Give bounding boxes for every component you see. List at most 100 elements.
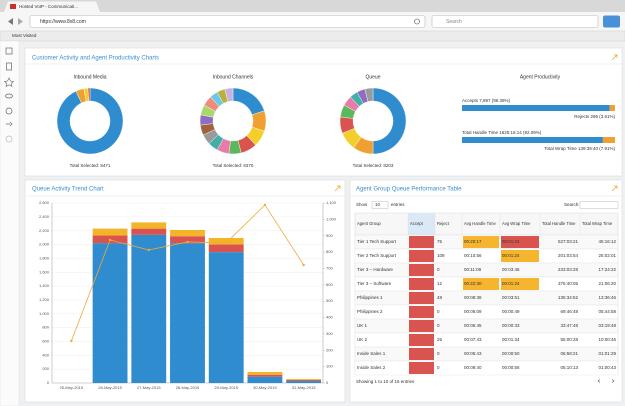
table-cell: Philippines 2	[357, 309, 383, 314]
expand-icon[interactable]	[334, 185, 341, 192]
trend-point	[147, 248, 150, 252]
length-value: 10	[375, 202, 381, 207]
accept-cell	[409, 348, 434, 360]
table-cell: 0	[437, 309, 440, 314]
table-cell: 0	[437, 351, 440, 356]
pager[interactable]	[597, 379, 615, 383]
table-cell: 00:08:38	[464, 295, 482, 300]
y-tick-label: 1,200	[39, 297, 50, 302]
back-button[interactable]	[8, 18, 13, 25]
productivity-title: Agent Productivity	[520, 74, 561, 80]
bar-label: Rejects 296 (3.61%)	[574, 114, 615, 119]
table-cell: 135:34:52	[558, 295, 579, 300]
reload-icon[interactable]	[414, 18, 420, 25]
trend-point	[263, 203, 267, 207]
table-cell: 00:06:09	[464, 309, 482, 314]
bookmark[interactable]: Most Visited	[12, 33, 37, 38]
table-cell: 05:44:58	[598, 309, 616, 314]
bar	[92, 243, 128, 383]
sidebar-icon[interactable]	[6, 62, 12, 71]
table-cell: 13:36:46	[598, 295, 616, 300]
forward-button[interactable]	[18, 18, 23, 25]
tab[interactable]	[4, 1, 100, 13]
table-row[interactable]	[354, 262, 619, 278]
table-row[interactable]	[354, 290, 619, 306]
donut-total: Total Selected: 8370	[213, 163, 254, 168]
table-cell: 06:58:21	[560, 351, 578, 356]
bar	[131, 234, 167, 383]
table-cell: 00:11:09	[464, 267, 482, 272]
tab-icon	[10, 4, 16, 9]
search-box[interactable]	[431, 15, 599, 28]
search-label: Search:	[564, 202, 580, 207]
table-row[interactable]	[354, 346, 619, 362]
table-cell: 21:06:20	[598, 281, 616, 286]
donut-title: Queue	[365, 74, 380, 80]
table-row[interactable]	[354, 332, 619, 348]
x-tick-label: 27-May-2015	[137, 385, 161, 390]
url-box[interactable]	[29, 15, 426, 28]
sidebar-icon[interactable]	[5, 135, 13, 143]
sidebar-icon[interactable]	[6, 121, 13, 127]
y2-tick-label: 900	[326, 233, 333, 238]
y2-tick-label: 400	[326, 315, 333, 320]
table-row[interactable]	[354, 304, 619, 320]
table-row[interactable]	[354, 318, 619, 334]
accept-cell	[409, 264, 434, 276]
table-cell: Tier 1 Tech Support	[357, 239, 397, 244]
sidebar-icon[interactable]	[5, 93, 13, 99]
bar	[92, 228, 128, 236]
expand-icon[interactable]	[611, 54, 618, 61]
table-search[interactable]	[579, 201, 619, 209]
highlight-cell	[463, 278, 499, 290]
donut-total: Total Selected: 8471	[70, 163, 111, 168]
table-row[interactable]	[354, 360, 619, 376]
table-cell: Tier 3 – Hardware	[357, 267, 393, 272]
accept-cell	[409, 334, 434, 346]
table-cell: 0	[437, 267, 440, 272]
table-cell: 109	[437, 253, 445, 258]
sidebar-icon[interactable]	[3, 77, 15, 87]
sidebar-icon[interactable]	[5, 47, 13, 55]
bar	[170, 230, 205, 237]
trend-point	[225, 241, 228, 245]
bookmark-bar	[0, 30, 625, 42]
expand-icon[interactable]	[611, 185, 618, 192]
table-cell: Philippines 1	[357, 295, 383, 300]
column-header[interactable]: Reject	[437, 221, 450, 226]
table-cell: 527:03:21	[558, 239, 579, 244]
accept-cell	[409, 362, 434, 374]
column-header[interactable]: Total Wrap Time	[582, 221, 613, 226]
column-header[interactable]: Agent Group	[357, 221, 381, 226]
table-cell: 00:00:56	[502, 365, 520, 370]
y-tick-label: 2,600	[39, 200, 50, 205]
sorted-header[interactable]	[408, 213, 435, 235]
url: https://www.8x8.com	[40, 19, 86, 25]
tab-bar	[0, 0, 625, 12]
table-cell: 00:03:51	[502, 295, 520, 300]
column-header[interactable]: Total Handle Time	[542, 221, 576, 226]
x-tick-label: 26-May-2015	[98, 385, 122, 390]
x-tick-label: 29-May-2015	[214, 385, 238, 390]
table-cell: 25	[437, 337, 443, 342]
length-suffix: entries	[391, 202, 405, 207]
donut-title: Inbound Channels	[213, 74, 254, 80]
y2-tick-label: 800	[326, 249, 333, 254]
table-cell: 201:03:54	[558, 253, 579, 258]
table-cell: UK 1	[357, 323, 368, 328]
bookmark-button[interactable]	[603, 15, 620, 28]
column-header[interactable]: Avg Handle Time	[464, 221, 496, 226]
y-tick-label: 1,400	[39, 283, 50, 288]
table-info: Showing 1 to 10 of 15 entries	[356, 379, 415, 384]
trend-point	[302, 263, 305, 267]
table-cell: 00:05:45	[464, 323, 482, 328]
length-select[interactable]	[371, 201, 389, 209]
sidebar-icon[interactable]	[5, 107, 13, 115]
table-cell: 00:07:43	[464, 337, 482, 342]
y2-tick-label: 1,100	[326, 200, 337, 205]
column-header[interactable]: Avg Wrap Time	[502, 221, 531, 226]
table-cell: 48	[437, 295, 443, 300]
bar	[247, 374, 283, 377]
bar	[286, 378, 322, 380]
column-header[interactable]: Accept	[410, 221, 424, 226]
